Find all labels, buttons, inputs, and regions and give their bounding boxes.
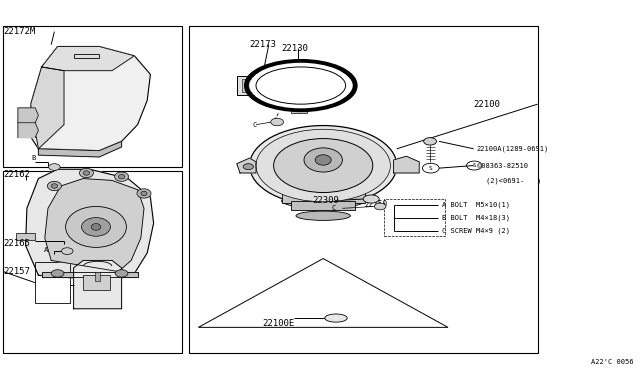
Text: 22157: 22157 [3,267,30,276]
Bar [258,79,272,92]
Polygon shape [74,260,122,309]
Bar [95,272,100,281]
Circle shape [374,203,386,210]
Polygon shape [237,158,256,173]
Text: ©08363-82510: ©08363-82510 [477,163,528,169]
Ellipse shape [315,155,332,165]
Circle shape [271,118,284,126]
Bar [242,79,256,92]
Text: 22130: 22130 [282,44,308,53]
Ellipse shape [79,168,93,178]
Text: 22162: 22162 [3,170,30,179]
Text: A22'C 0056: A22'C 0056 [591,359,634,365]
Bar [384,199,445,236]
Text: B BOLT  M4×18(3): B BOLT M4×18(3) [442,214,509,221]
Text: 22100E: 22100E [262,319,294,328]
Ellipse shape [51,184,58,188]
Polygon shape [29,46,150,151]
Polygon shape [45,179,144,272]
Ellipse shape [47,182,61,191]
Bar [189,26,538,353]
Bar [16,232,35,240]
Text: S: S [429,166,433,171]
Ellipse shape [250,126,397,205]
Bar [83,275,110,290]
Bar [35,262,70,303]
Text: 22309: 22309 [312,196,339,205]
Text: A: A [44,247,48,253]
Circle shape [51,270,64,277]
Text: 22172M: 22172M [3,27,35,36]
Polygon shape [18,108,38,123]
Polygon shape [42,46,134,71]
Text: 22100: 22100 [474,100,500,109]
Ellipse shape [65,206,127,247]
Ellipse shape [282,193,365,208]
Ellipse shape [364,195,380,203]
Polygon shape [26,169,154,281]
Bar [237,76,278,95]
Bar [291,201,355,210]
Circle shape [49,164,60,170]
Circle shape [115,270,128,277]
Ellipse shape [141,191,147,196]
Ellipse shape [137,189,151,198]
Circle shape [61,248,73,254]
Text: A BOLT  M5×10(1): A BOLT M5×10(1) [442,201,509,208]
Polygon shape [38,141,122,157]
Text: S: S [472,163,476,168]
Polygon shape [18,123,38,138]
Circle shape [424,138,436,145]
Bar [282,190,365,203]
Ellipse shape [296,211,351,220]
Bar [3,171,182,353]
Text: B: B [31,155,35,161]
Text: 22173: 22173 [250,40,276,49]
Ellipse shape [115,172,129,182]
Polygon shape [394,156,419,173]
Bar [3,26,182,167]
Text: (2)<0691-   ): (2)<0691- ) [486,177,541,184]
Text: C SCREW M4×9 (2): C SCREW M4×9 (2) [442,227,509,234]
Text: 22750: 22750 [364,200,387,209]
Text: C: C [253,122,257,128]
Text: C: C [332,205,336,211]
Text: 22100A(1289-0691): 22100A(1289-0691) [477,145,549,152]
Ellipse shape [83,171,90,175]
Ellipse shape [325,314,348,322]
Circle shape [243,164,253,170]
Bar [291,106,307,113]
Text: 22165: 22165 [3,239,30,248]
Ellipse shape [274,139,372,193]
Ellipse shape [304,148,342,172]
Polygon shape [31,67,64,149]
Ellipse shape [256,129,390,202]
Ellipse shape [251,64,351,107]
Ellipse shape [92,224,101,230]
Polygon shape [42,272,138,277]
Ellipse shape [82,218,111,236]
Ellipse shape [118,174,125,179]
